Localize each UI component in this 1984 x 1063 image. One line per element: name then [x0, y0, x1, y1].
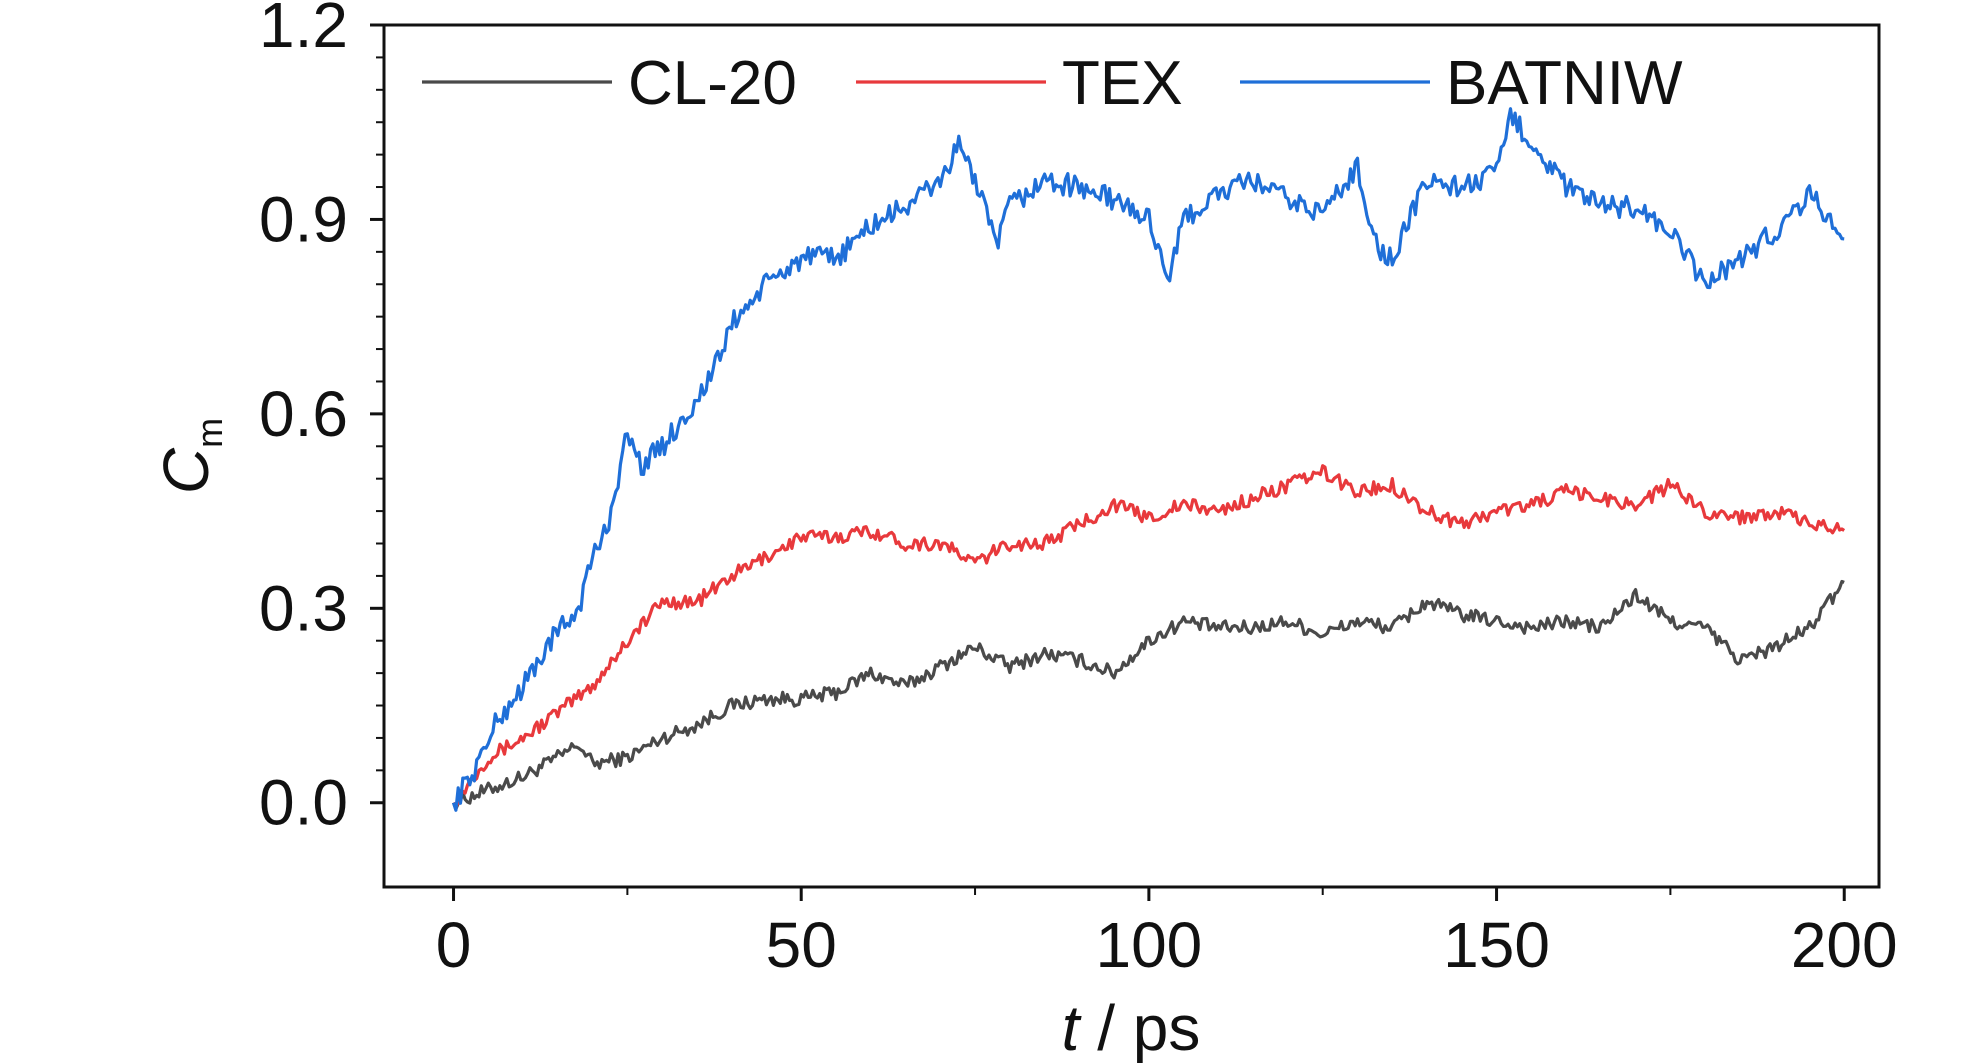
- series-line-batniw: [451, 107, 1845, 812]
- y-axis-label-subscript: m: [189, 418, 230, 448]
- y-tick-label: 0.3: [259, 572, 348, 644]
- y-tick-label: 0.6: [259, 378, 348, 450]
- y-tick-label: 1.2: [259, 0, 348, 61]
- series-line-cl-20: [452, 579, 1845, 811]
- x-tick-label: 0: [436, 909, 472, 981]
- legend: CL-20 TEX BATNIW: [422, 49, 1683, 118]
- x-tick-label: 200: [1791, 909, 1898, 981]
- y-axis-label: Cm: [150, 418, 230, 494]
- legend-label: BATNIW: [1446, 49, 1683, 118]
- legend-label: TEX: [1062, 49, 1183, 118]
- y-axis-label-main: C: [150, 447, 222, 494]
- y-tick-label: 0.9: [259, 183, 348, 255]
- plot-frame: [382, 23, 1881, 889]
- x-tick-label: 150: [1443, 909, 1550, 981]
- legend-label: CL-20: [628, 49, 797, 118]
- series-line-tex: [452, 464, 1846, 809]
- y-tick-label: 0.0: [259, 767, 348, 839]
- x-axis-label: t / ps: [1062, 992, 1201, 1063]
- minor-ticks: [376, 56, 1672, 895]
- x-axis-label-variable: t: [1062, 992, 1082, 1063]
- x-tick-label: 50: [766, 909, 837, 981]
- series-group: [451, 107, 1846, 812]
- y-axis-ticks: 0.0 0.3 0.6 0.9 1.2: [259, 0, 384, 839]
- x-axis-ticks: 0 50 100 150 200: [436, 887, 1898, 981]
- x-tick-label: 100: [1095, 909, 1202, 981]
- x-axis-label-unit: / ps: [1079, 992, 1200, 1063]
